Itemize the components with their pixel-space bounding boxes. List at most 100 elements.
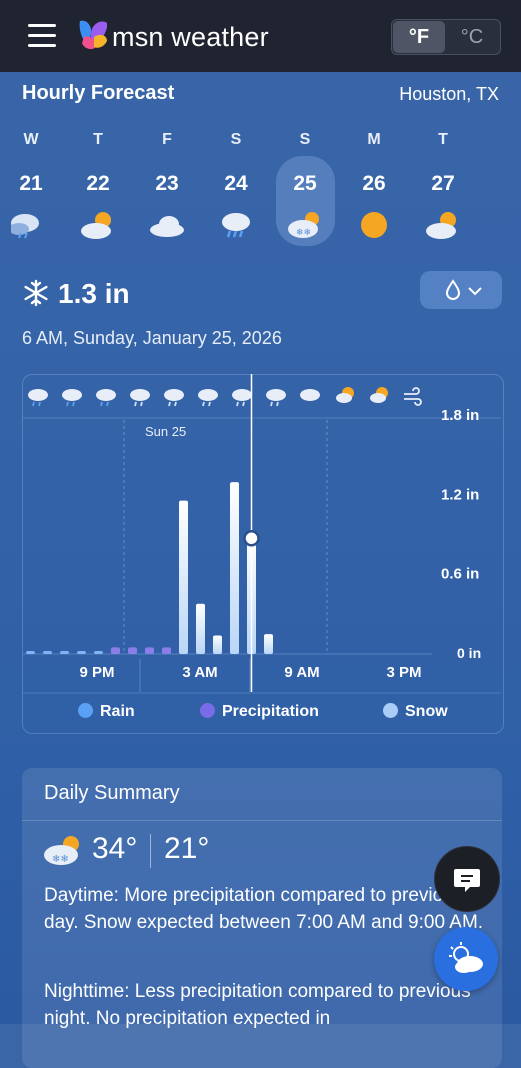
snowflake-icon — [24, 279, 48, 307]
rain-cloud-icon — [222, 213, 250, 238]
day-of-week: W — [23, 131, 39, 148]
day-of-week: S — [230, 131, 242, 148]
chart-bar[interactable] — [145, 647, 154, 654]
legend-label: Precipitation — [222, 703, 319, 720]
cloud-icon — [300, 389, 320, 401]
unit-celsius-button[interactable]: °C — [460, 26, 484, 48]
day-number: 25 — [293, 172, 317, 195]
y-tick-label: 0 in — [457, 645, 481, 661]
chart-bar[interactable] — [60, 651, 69, 654]
day-number: 24 — [224, 172, 248, 195]
day-of-week: M — [367, 131, 381, 148]
day-number: 27 — [431, 172, 455, 195]
chart-bar[interactable] — [213, 635, 222, 654]
cloud-icon — [150, 216, 184, 237]
divider — [150, 834, 151, 868]
chart-bar[interactable] — [264, 634, 273, 654]
snow-partly-cloudy-icon: ❄❄ — [288, 212, 319, 238]
snow-cloud-icon — [198, 389, 218, 407]
partly-cloudy-icon — [81, 212, 111, 239]
partly-cloudy-icon — [370, 387, 388, 403]
y-tick-label: 1.2 in — [441, 486, 479, 503]
y-tick-label: 1.8 in — [441, 407, 479, 424]
snow-partly-cloudy-icon: ❄❄ — [44, 836, 79, 865]
day-item[interactable]: F 23 — [136, 128, 198, 246]
partly-cloudy-icon — [336, 387, 354, 403]
y-tick-label: 0.6 in — [441, 566, 479, 583]
rain-cloud-icon — [62, 389, 82, 407]
summary-title: Daily Summary — [44, 782, 180, 804]
chart-bar[interactable] — [26, 651, 35, 654]
daytime-summary: Daytime: More precipitation compared to … — [44, 885, 484, 933]
metric-dropdown-button[interactable] — [420, 271, 502, 309]
snow-cloud-icon — [164, 389, 184, 407]
chart-bar[interactable] — [162, 647, 171, 654]
selected-hour-handle[interactable] — [243, 530, 260, 547]
chart-bar[interactable] — [128, 647, 137, 654]
svg-text:❄❄: ❄❄ — [296, 227, 311, 237]
precipitation-chart[interactable]: Sun 25 1.8 in 1.2 in 0.6 in 0 in 9 PM 3 AM 9 … — [0, 374, 521, 704]
location-label[interactable]: Houston, TX — [399, 84, 499, 104]
low-temp: 21° — [164, 832, 210, 865]
legend-snow[interactable]: Snow — [383, 697, 448, 727]
chart-bar[interactable] — [94, 651, 103, 654]
day-number: 21 — [19, 172, 43, 195]
msn-logo-icon — [79, 20, 108, 50]
day-of-week: F — [162, 131, 172, 148]
snow-cloud-icon — [232, 389, 252, 407]
daily-summary-card: Daily Summary ❄❄ 34° 21° Daytime: More p… — [22, 768, 502, 1068]
water-drop-icon — [445, 279, 482, 300]
chart-bar[interactable] — [43, 651, 52, 654]
day-marker-label: Sun 25 — [145, 424, 186, 439]
legend-label: Snow — [405, 703, 448, 720]
sun-icon — [361, 212, 387, 238]
day-item-selected[interactable]: S 25 ❄❄ — [274, 128, 336, 246]
chart-bar[interactable] — [179, 500, 188, 654]
day-item[interactable]: T 22 — [67, 128, 129, 246]
chart-legend: Rain Precipitation Snow — [0, 697, 521, 727]
weather-fab-button[interactable] — [434, 927, 498, 991]
precip-amount-value: 1.3 in — [58, 278, 130, 309]
menu-icon[interactable] — [28, 24, 56, 47]
brand-title: msn weather — [112, 22, 269, 52]
day-of-week: T — [93, 131, 103, 148]
day-item[interactable]: S 24 — [205, 128, 267, 246]
legend-rain[interactable]: Rain — [78, 697, 135, 727]
x-tick-label: 9 PM — [79, 664, 114, 681]
chat-icon — [454, 869, 480, 892]
rain-cloud-icon — [9, 214, 39, 239]
feedback-button[interactable] — [434, 846, 500, 912]
partly-cloudy-night-icon — [449, 942, 483, 973]
day-number: 22 — [86, 172, 110, 195]
legend-precipitation[interactable]: Precipitation — [200, 697, 319, 727]
chevron-down-icon — [468, 287, 482, 296]
snow-cloud-icon — [130, 389, 150, 407]
selected-datetime: 6 AM, Sunday, January 25, 2026 — [22, 328, 282, 348]
top-app-bar: msn weather °F °C — [0, 0, 521, 72]
day-item[interactable]: W 21 — [0, 128, 62, 246]
chart-bar[interactable] — [77, 651, 86, 654]
day-of-week: S — [299, 131, 311, 148]
high-temp: 34° — [92, 832, 138, 865]
day-item[interactable]: M 26 — [343, 128, 405, 246]
chart-bar[interactable] — [196, 603, 205, 654]
chart-bar[interactable] — [111, 647, 120, 654]
day-number: 26 — [362, 172, 386, 195]
legend-label: Rain — [100, 703, 135, 720]
day-item[interactable]: T 27 — [412, 128, 474, 246]
precip-amount: 1.3 in — [22, 278, 130, 310]
legend-dot — [78, 703, 93, 718]
divider — [22, 820, 502, 821]
rain-cloud-icon — [96, 389, 116, 407]
partly-cloudy-icon — [426, 212, 456, 239]
unit-toggle: °F °C — [391, 19, 501, 55]
snow-cloud-icon — [266, 389, 286, 407]
hourly-chart-card — [22, 374, 504, 734]
unit-fahrenheit-button[interactable]: °F — [393, 21, 445, 53]
wind-icon — [404, 387, 422, 406]
chart-bar[interactable] — [230, 482, 239, 654]
day-strip: W 21 T 22 F 23 S 24 S 25 — [0, 128, 521, 248]
day-number: 23 — [155, 172, 179, 195]
x-tick-label: 3 PM — [386, 664, 421, 681]
x-tick-label: 3 AM — [182, 664, 217, 681]
